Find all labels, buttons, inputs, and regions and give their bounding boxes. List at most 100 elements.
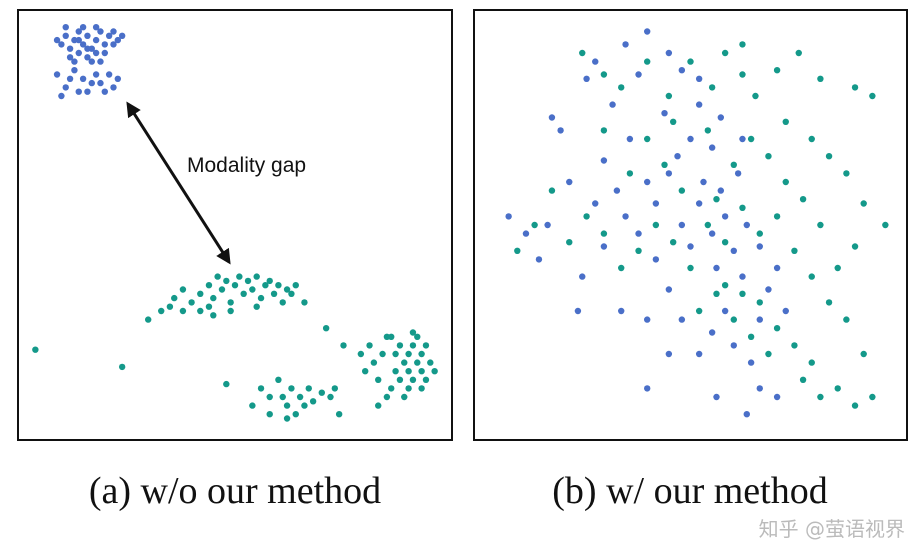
green-point: [747, 135, 755, 143]
green-point: [687, 264, 694, 272]
green-point: [301, 402, 308, 409]
green-point: [721, 239, 729, 246]
green-point: [409, 329, 417, 336]
blue-point: [79, 24, 87, 31]
green-point: [197, 290, 204, 297]
green-point: [678, 187, 686, 194]
green-point: [370, 359, 378, 366]
blue-point: [110, 84, 117, 91]
blue-point: [114, 36, 122, 44]
green-point: [396, 376, 404, 383]
blue-point: [84, 45, 91, 52]
green-point: [270, 290, 278, 297]
blue-point: [739, 273, 746, 280]
green-point: [179, 286, 187, 293]
green-point: [661, 161, 668, 168]
green-point: [227, 307, 234, 315]
green-point: [669, 239, 677, 246]
green-point: [825, 299, 833, 306]
green-point: [283, 415, 291, 422]
green-point: [279, 299, 286, 306]
green-point: [669, 118, 677, 126]
green-point: [249, 286, 256, 293]
green-point: [236, 273, 243, 280]
green-point: [739, 41, 746, 48]
blue-point: [644, 28, 651, 35]
blue-point: [708, 230, 716, 237]
blue-point: [84, 88, 91, 95]
blue-point: [661, 110, 668, 117]
green-point: [292, 411, 299, 418]
green-point: [566, 239, 573, 246]
blue-point: [600, 157, 608, 164]
green-point: [227, 299, 234, 306]
green-point: [118, 363, 126, 371]
green-point: [695, 307, 703, 315]
green-point: [817, 221, 824, 229]
blue-point: [58, 92, 65, 100]
blue-point: [721, 307, 729, 315]
green-point: [249, 402, 256, 409]
green-point: [851, 402, 859, 409]
green-point: [231, 282, 239, 289]
green-point: [808, 359, 815, 366]
blue-point: [756, 243, 763, 250]
green-point: [704, 127, 712, 134]
blue-point: [53, 36, 61, 44]
green-point: [773, 325, 781, 332]
green-point: [401, 359, 408, 366]
green-point: [418, 368, 425, 375]
blue-point: [773, 393, 781, 401]
panel-b-frame: [473, 9, 908, 441]
green-point: [266, 411, 273, 418]
blue-point: [75, 28, 82, 35]
blue-point: [721, 213, 729, 220]
green-point: [214, 273, 221, 280]
green-point: [843, 170, 850, 177]
blue-point: [592, 200, 599, 207]
green-point: [834, 385, 841, 392]
blue-point: [110, 28, 117, 35]
green-point: [409, 376, 417, 383]
green-point: [713, 290, 720, 297]
green-point: [704, 221, 712, 229]
green-point: [427, 359, 434, 366]
green-point: [618, 84, 625, 91]
green-point: [882, 221, 889, 229]
blue-point: [687, 243, 694, 250]
blue-point: [574, 307, 582, 315]
blue-point: [79, 41, 87, 48]
blue-point: [734, 170, 742, 177]
blue-point: [62, 32, 69, 39]
green-point: [210, 294, 217, 302]
green-point: [431, 368, 438, 375]
blue-point: [88, 58, 95, 65]
green-point: [414, 359, 421, 366]
green-point: [843, 316, 850, 323]
green-point: [773, 213, 781, 220]
green-point: [618, 264, 625, 272]
blue-point: [644, 385, 651, 392]
green-point: [739, 204, 746, 211]
panel-a-plot: Modality gap: [17, 9, 453, 441]
blue-point: [747, 359, 755, 366]
green-point: [396, 342, 404, 349]
green-point: [166, 303, 174, 310]
blue-point: [566, 178, 573, 186]
blue-point: [522, 230, 530, 237]
green-point: [730, 316, 737, 323]
green-point: [713, 196, 720, 203]
green-point: [253, 273, 260, 280]
blue-point: [717, 114, 725, 121]
green-point: [808, 135, 815, 143]
green-point: [244, 277, 252, 285]
blue-point: [92, 24, 100, 31]
green-point: [791, 247, 798, 254]
green-point: [635, 247, 642, 254]
green-point: [600, 71, 608, 78]
blue-point: [75, 49, 82, 57]
green-point: [309, 398, 317, 405]
blue-point: [535, 256, 543, 263]
green-point: [834, 264, 841, 272]
